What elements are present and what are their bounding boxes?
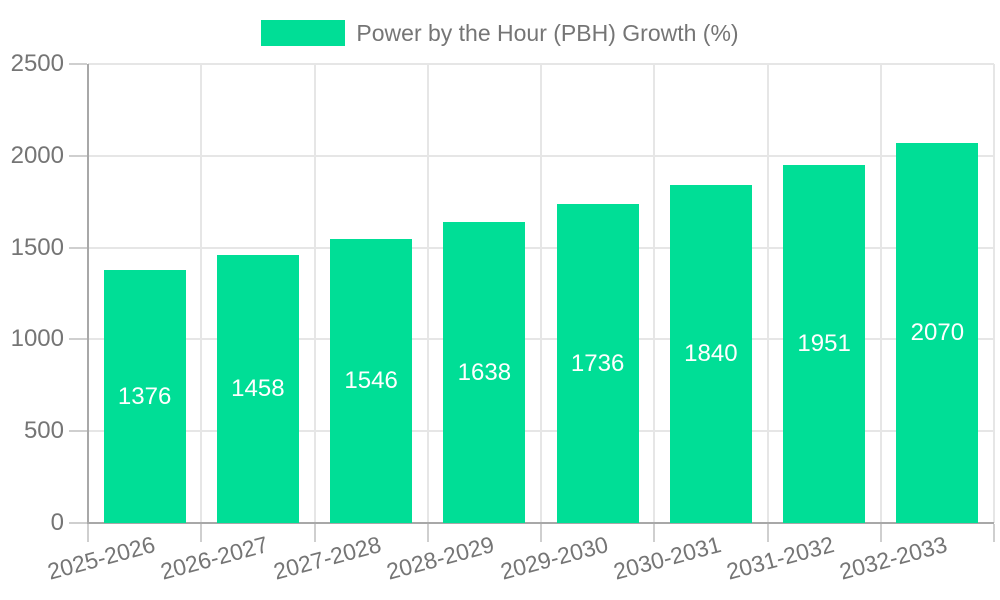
x-axis-tick [426,524,429,542]
x-axis-tick [87,524,89,542]
bar[interactable] [216,255,299,523]
y-axis-tick [69,63,87,65]
y-tick-label: 2000 [10,141,64,169]
x-tick-label: 2032-2033 [837,531,951,585]
y-tick-label: 500 [23,417,64,445]
bar[interactable] [669,185,752,523]
plot-area: 1376 1458 1546 1638 1736 1840 1951 2070 [69,63,995,542]
gridline-vertical [200,64,203,523]
bar-value-label: 2070 [910,318,965,346]
bar-value-label: 1458 [231,375,285,403]
x-axis-tick [540,524,542,542]
bar-value-label: 1546 [344,367,398,395]
gridline-vertical [879,64,882,523]
x-axis-tick [653,524,656,542]
y-axis-tick [69,246,87,249]
legend[interactable]: Power by the Hour (PBH) Growth (%) [0,18,1000,48]
gridline-vertical [766,64,769,523]
y-tick-label: 2500 [10,50,64,77]
gridline-vertical [426,64,429,523]
x-tick-label: 2030-2031 [610,531,724,585]
x-axis-tick [879,524,882,542]
y-axis-tick [69,522,87,524]
legend-label: Power by the Hour (PBH) Growth (%) [356,20,739,46]
bar[interactable] [443,222,526,523]
bar-value-label: 1736 [570,349,625,377]
gridline-vertical [653,64,656,523]
y-tick-label: 0 [50,509,64,536]
gridline-vertical [993,64,995,523]
x-tick-label: 2029-2030 [497,531,611,585]
x-axis-tick [993,524,995,542]
x-axis-tick [766,524,769,542]
y-axis-tick [69,338,87,341]
y-axis-tick [69,154,87,157]
x-axis-tick [313,524,316,542]
bar[interactable] [330,239,413,523]
x-tick-label: 2031-2032 [723,531,837,585]
bar-value-label: 1376 [117,382,172,410]
y-tick-label: 1000 [10,325,64,353]
legend-swatch-icon [261,20,346,46]
bar-value-label: 1840 [684,340,738,368]
x-tick-label: 2026-2027 [157,531,271,585]
bar[interactable] [783,164,866,523]
bar-value-label: 1951 [797,329,851,357]
y-tick-label: 1500 [10,233,64,261]
x-axis-tick [200,524,203,542]
x-tick-label: 2027-2028 [270,531,384,585]
x-axis-line [87,522,994,524]
x-tick-label: 2025-2026 [44,531,158,585]
bar[interactable] [896,142,979,523]
y-axis-tick [69,430,87,433]
gridline-vertical [540,64,542,523]
x-tick-label: 2028-2029 [384,531,498,585]
bar-value-label: 1638 [457,358,512,386]
bar[interactable] [556,204,639,523]
gridline-vertical [313,64,316,523]
bar[interactable] [103,270,186,523]
y-axis-line [87,64,89,523]
